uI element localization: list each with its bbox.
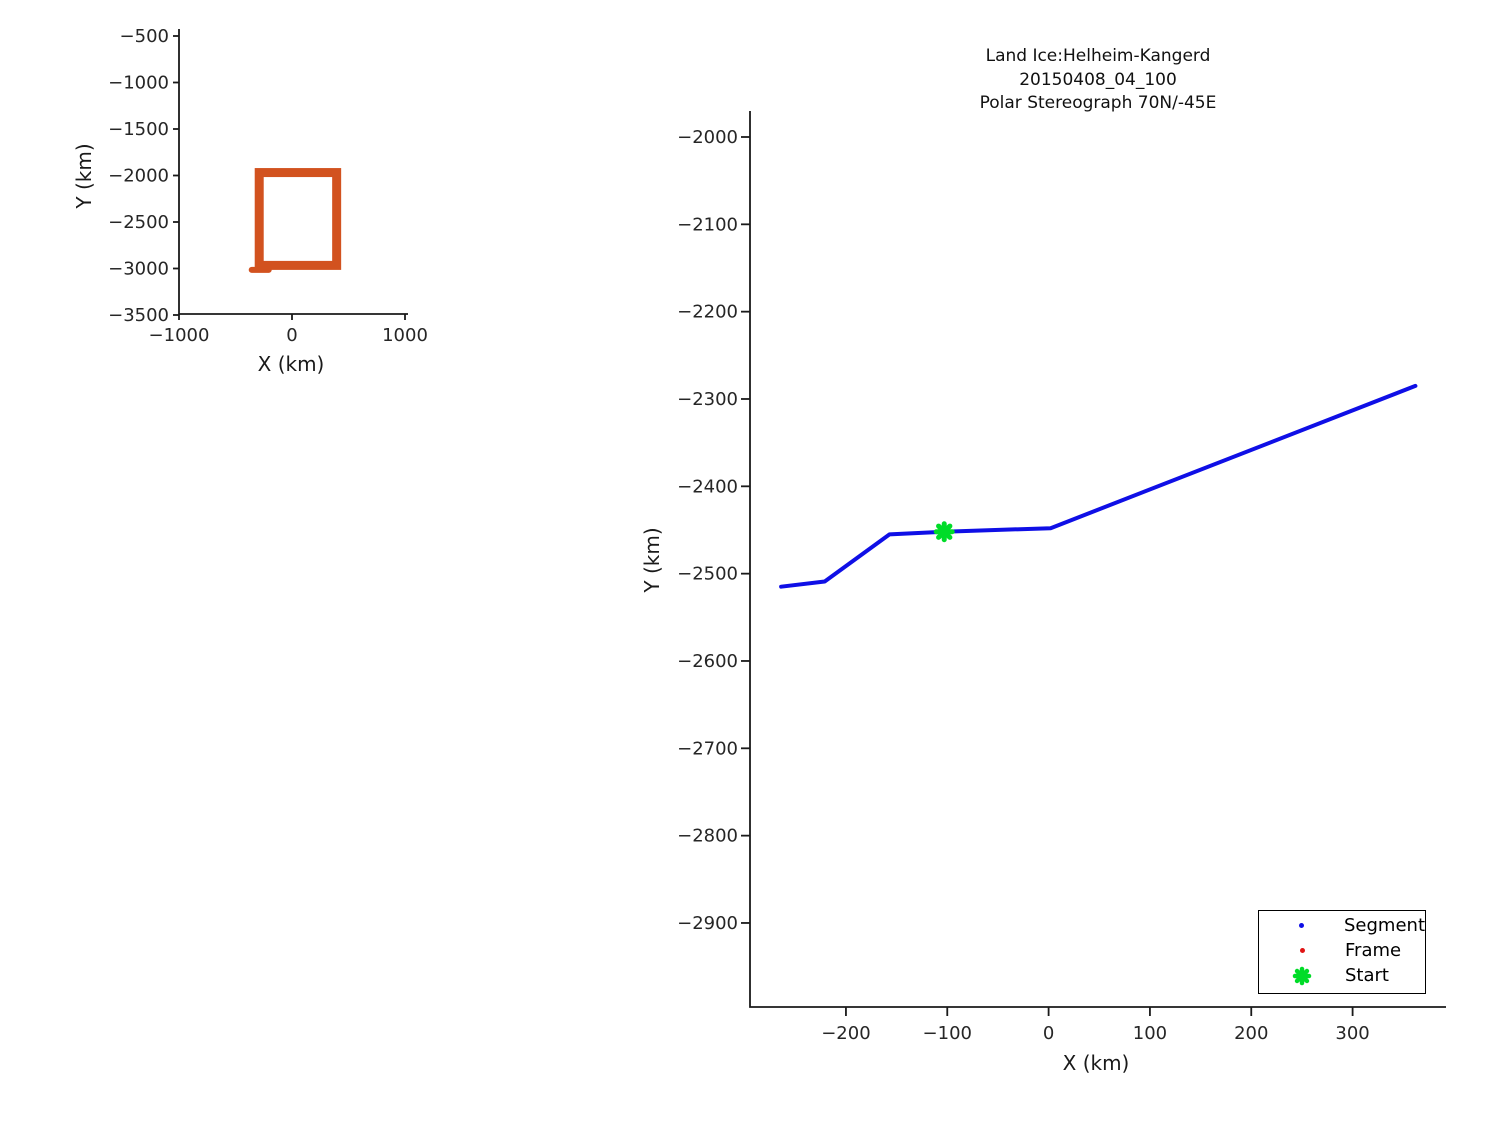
y-tick-label: −2500: [677, 564, 738, 585]
start-marker-cell: [1259, 966, 1345, 986]
segment-dot-icon: [1299, 923, 1304, 928]
x-tick-label: 100: [1133, 1023, 1167, 1044]
y-tick-label: −2200: [677, 302, 738, 323]
main-plot: −2000−2100−2200−2300−2400−2500−2600−2700…: [677, 111, 1446, 1044]
legend-item-segment: Segment: [1259, 913, 1425, 938]
axis-spines: [749, 111, 1446, 1008]
title-line-2: 20150408_04_100: [1019, 69, 1177, 90]
y-tick-label: −2100: [677, 214, 738, 235]
start-asterisk-icon: [1292, 966, 1312, 985]
start-legend-asterisk: [1292, 966, 1312, 985]
y-tick-label: −2700: [677, 738, 738, 759]
y-tick-label: −2300: [677, 389, 738, 410]
x-tick-label: 1000: [382, 325, 428, 346]
x-tick-label: −200: [821, 1023, 870, 1044]
legend-label-segment: Segment: [1344, 915, 1425, 936]
y-tick-label: −3000: [108, 259, 169, 280]
main-x-axis-label: X (km): [1062, 1051, 1130, 1075]
y-tick-label: −500: [120, 26, 169, 47]
overview-x-axis-label: X (km): [257, 352, 325, 376]
footprint-rect: [254, 168, 342, 270]
y-tick-label: −2500: [108, 212, 169, 233]
title-line-3: Polar Stereograph 70N/-45E: [979, 93, 1217, 113]
frame-dot-icon: [1299, 948, 1305, 953]
x-tick-label: 200: [1234, 1023, 1268, 1044]
legend-label-frame: Frame: [1345, 940, 1402, 961]
overview-plot: −500−1000−1500−2000−2500−3000−3500−1000 0…: [108, 26, 428, 346]
x-tick-label: 300: [1335, 1023, 1369, 1044]
overview-y-axis-label: Y (km): [72, 143, 96, 209]
y-tick-label: −1000: [108, 73, 169, 94]
legend: Segment Frame Start: [1258, 910, 1426, 994]
asterisk-stroke: [1294, 968, 1310, 983]
x-tick-label: −1000: [149, 325, 210, 346]
segment-marker-cell: [1259, 923, 1344, 928]
y-tick-label: −1500: [108, 119, 169, 140]
frame-marker-cell: [1259, 948, 1345, 953]
segment-track-line: [779, 383, 1418, 589]
y-tick-label: −2600: [677, 651, 738, 672]
start-marker: [933, 521, 955, 543]
x-tick-label: 0: [286, 325, 297, 346]
y-tick-label: −3500: [108, 305, 169, 326]
main-title: Land Ice:Helheim-Kangerd 20150408_04_100…: [848, 45, 1348, 116]
y-tick-label: −2000: [108, 166, 169, 187]
main-y-axis-label: Y (km): [640, 527, 664, 593]
legend-label-start: Start: [1345, 965, 1389, 986]
x-tick-label: 0: [1043, 1023, 1054, 1044]
title-line-1: Land Ice:Helheim-Kangerd: [985, 46, 1211, 66]
y-tick-label: −2000: [677, 127, 738, 148]
x-tick-label: −100: [923, 1023, 972, 1044]
legend-item-frame: Frame: [1259, 938, 1425, 963]
legend-item-start: Start: [1259, 963, 1425, 988]
y-tick-label: −2400: [677, 476, 738, 497]
asterisk-stroke: [936, 523, 953, 540]
y-tick-label: −2800: [677, 826, 738, 847]
y-tick-label: −2900: [677, 913, 738, 934]
